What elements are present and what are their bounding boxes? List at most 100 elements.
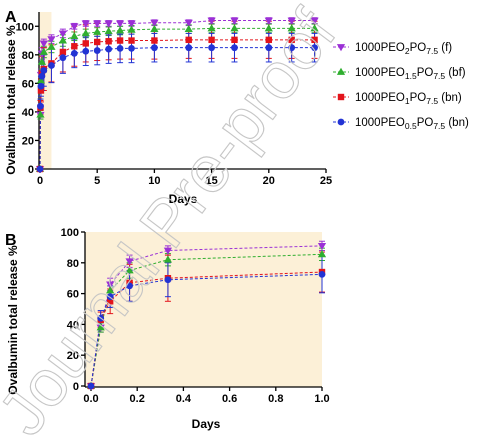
series-group (86, 240, 327, 391)
data-point (150, 24, 159, 33)
y-tick-label: 40 (67, 319, 79, 331)
data-point (150, 19, 159, 28)
data-point (36, 110, 45, 118)
data-point (163, 255, 173, 263)
data-point (82, 40, 89, 47)
data-point (93, 27, 102, 35)
data-point (93, 20, 102, 28)
data-point (70, 49, 78, 57)
legend-marker-icon (337, 93, 345, 101)
legend-label-text: 1000PEO (355, 67, 405, 79)
data-point (230, 17, 239, 25)
data-point (115, 26, 125, 34)
data-point (207, 24, 216, 32)
x-tick-label: 0.8 (268, 393, 283, 405)
data-point (40, 67, 48, 74)
legend-marker-icon (336, 44, 346, 52)
x-tick-label: 0.4 (176, 393, 192, 405)
data-point (231, 36, 238, 44)
data-point (87, 382, 95, 390)
legend-label: 1000PEO1.5PO7.5 (bf) (355, 67, 466, 81)
data-point (39, 40, 48, 48)
x-tick-label: 25 (320, 175, 332, 187)
x-tick-label: 1.0 (314, 393, 329, 405)
legend: 1000PEO2PO7.5 (f)1000PEO1.5PO7.5 (bf)100… (333, 42, 469, 131)
y-tick-label: 100 (16, 21, 34, 33)
data-point (36, 76, 46, 84)
legend-label-text: (bf) (445, 67, 466, 79)
legend-label-text: PO (410, 42, 427, 54)
legend-label-text: PO (417, 67, 434, 79)
data-point (126, 282, 133, 290)
data-point (105, 45, 113, 53)
legend-label-text: (bn) (438, 92, 462, 104)
legend-label-text: 1000PEO (355, 92, 405, 104)
legend-label-subscript: 2 (405, 46, 410, 56)
data-point (104, 26, 113, 35)
data-point (317, 242, 327, 251)
data-point (116, 44, 124, 52)
y-axis-label: Ovalbumin total release % (6, 245, 20, 395)
data-point (106, 286, 115, 294)
y-tick-label: 20 (67, 350, 79, 362)
data-point (127, 20, 136, 28)
data-point (127, 25, 136, 33)
data-point (264, 17, 273, 25)
legend-label-subscript: 7.5 (433, 121, 445, 131)
legend-label: 1000PEO0.5PO7.5 (bn) (355, 117, 469, 131)
y-tick-label: 40 (22, 107, 34, 119)
data-point (48, 62, 55, 69)
data-point (70, 31, 79, 40)
data-point (96, 323, 105, 331)
x-axis-label: Days (169, 192, 198, 206)
data-point (128, 37, 135, 44)
panel-a: 0 20 40 60 80 100 0 5 10 15 20 25 Days Ovalbumin tota… (4, 9, 469, 206)
panel-b: 0 20 40 60 80 100 0.0 0.2 0.4 0.6 0.8 1.0 Days Ovalbu… (5, 227, 330, 431)
data-point (81, 29, 90, 37)
legend-label-text: (f) (438, 42, 452, 54)
data-point (207, 17, 216, 25)
data-point (47, 36, 56, 44)
y-tick-label: 20 (22, 135, 34, 147)
legend-marker-icon (337, 118, 345, 126)
data-point (288, 36, 295, 44)
x-tick-label: 0 (37, 175, 43, 187)
legend-label-subscript: 1 (405, 96, 410, 106)
data-point (71, 43, 78, 50)
data-point (58, 30, 67, 38)
data-point (164, 276, 172, 284)
y-tick-label: 0 (73, 381, 79, 393)
data-point (125, 266, 134, 274)
data-point (311, 44, 318, 52)
legend-label-subscript: 1.5 (405, 71, 417, 81)
data-point (151, 44, 158, 52)
data-point (318, 270, 326, 278)
data-point (106, 281, 115, 289)
data-point (208, 36, 215, 44)
x-tick-label: 15 (205, 175, 217, 187)
y-tick-label: 60 (22, 78, 34, 90)
data-point (128, 44, 135, 52)
x-tick-label: 20 (263, 175, 275, 187)
data-point (317, 250, 327, 258)
legend-label: 1000PEO2PO7.5 (f) (355, 42, 452, 56)
data-point (184, 19, 193, 28)
data-point (287, 24, 296, 32)
data-point (287, 17, 296, 25)
data-point (47, 42, 56, 50)
legend-item: 1000PEO0.5PO7.5 (bn) (333, 117, 469, 131)
data-point (311, 36, 318, 44)
legend-marker-icon (336, 67, 346, 75)
y-tick-label: 60 (67, 289, 79, 301)
data-point (116, 37, 124, 44)
data-point (37, 82, 45, 90)
data-point (115, 20, 125, 28)
data-point (105, 38, 112, 45)
legend-label-subscript: 7.5 (426, 46, 438, 56)
y-tick-label: 0 (28, 164, 34, 176)
data-point (37, 57, 47, 65)
legend-label-subscript: 7.5 (433, 71, 445, 81)
data-point (310, 24, 319, 32)
data-point (94, 38, 101, 46)
x-tick-label: 0.6 (222, 393, 237, 405)
